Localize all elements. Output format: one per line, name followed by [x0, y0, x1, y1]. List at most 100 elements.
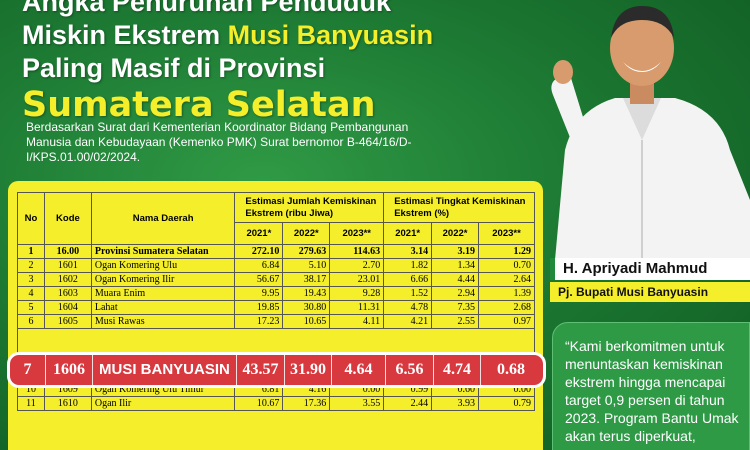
headline-province: Sumatera Selatan	[22, 85, 376, 125]
header-nama-daerah: Nama Daerah	[90, 192, 236, 245]
cell-value: 56.67	[234, 272, 284, 287]
headline-line-2: Miskin Ekstrem Musi Banyuasin	[22, 19, 542, 52]
highlight-nama: MUSI BANYUASIN	[93, 355, 237, 385]
highlight-kode: 1606	[46, 355, 93, 385]
highlight-value: 31.90	[285, 355, 332, 385]
header-jumlah-group: Estimasi Jumlah Kemiskinan Ekstrem (ribu…	[234, 192, 385, 223]
cell-value: 114.63	[329, 244, 385, 259]
cell-value: 17.23	[234, 314, 284, 329]
cell-value: 279.63	[282, 244, 331, 259]
header-year: 2021*	[234, 222, 284, 245]
highlight-row-musi-banyuasin: 7 1606 MUSI BANYUASIN 43.57 31.90 4.64 6…	[7, 352, 546, 388]
cell-value: 5.10	[282, 258, 331, 273]
cell-no: 1	[17, 244, 45, 259]
cell-value: 2.55	[431, 314, 480, 329]
cell-value: 1.52	[383, 286, 433, 301]
cell-no: 3	[17, 272, 45, 287]
table-row: 6 1605 Musi Rawas 17.23 10.65 4.11 4.21 2.55 0.9…	[17, 314, 535, 329]
highlight-value: 4.64	[332, 355, 386, 385]
official-name: H. Apriyadi Mahmud	[550, 258, 750, 280]
cell-no: 11	[17, 396, 45, 411]
cell-nama-daerah: Ogan Komering Ulu	[90, 258, 236, 273]
header-year: 2023**	[478, 222, 535, 245]
headline-line-1: Angka Penurunan Penduduk	[22, 0, 392, 17]
header-no: No	[17, 192, 45, 245]
cell-no: 4	[17, 286, 45, 301]
cell-kode: 16.00	[43, 244, 92, 259]
cell-no: 6	[17, 314, 45, 329]
table-row: 11 1610 Ogan Ilir 10.67 17.36 3.55 2.44 3.93 0.7…	[17, 396, 535, 411]
header-year: 2023**	[329, 222, 385, 245]
header-year: 2022*	[431, 222, 480, 245]
spacer-cell	[17, 328, 535, 355]
cell-nama-daerah: Ogan Ilir	[90, 396, 236, 411]
cell-value: 2.68	[478, 300, 535, 315]
cell-value: 2.70	[329, 258, 385, 273]
cell-value: 23.01	[329, 272, 385, 287]
cell-no: 5	[17, 300, 45, 315]
cell-value: 272.10	[234, 244, 284, 259]
cell-value: 2.44	[383, 396, 433, 411]
cell-value: 11.31	[329, 300, 385, 315]
cell-value: 38.17	[282, 272, 331, 287]
table-row: 5 1604 Lahat 19.85 30.80 11.31 4.78 7.35 2.68	[17, 300, 535, 315]
header-kode: Kode	[43, 192, 92, 245]
cell-value: 6.84	[234, 258, 284, 273]
header-year: 2021*	[383, 222, 433, 245]
cell-kode: 1603	[43, 286, 92, 301]
cell-value: 1.29	[478, 244, 535, 259]
cell-value: 9.28	[329, 286, 385, 301]
cell-value: 19.43	[282, 286, 331, 301]
cell-nama-daerah: Ogan Komering Ilir	[90, 272, 236, 287]
cell-value: 2.94	[431, 286, 480, 301]
headline-line-2-text: Miskin Ekstrem	[22, 20, 228, 50]
cell-kode: 1602	[43, 272, 92, 287]
cell-value: 10.67	[234, 396, 284, 411]
cell-value: 6.66	[383, 272, 433, 287]
cell-value: 3.14	[383, 244, 433, 259]
cell-value: 7.35	[431, 300, 480, 315]
headline-line-3: Paling Masif di Provinsi	[22, 53, 326, 83]
header-year: 2022*	[282, 222, 331, 245]
highlight-value: 6.56	[386, 355, 434, 385]
cell-value: 17.36	[282, 396, 331, 411]
source-note: Berdasarkan Surat dari Kementerian Koord…	[26, 120, 412, 164]
cell-nama-daerah: Lahat	[90, 300, 236, 315]
cell-kode: 1604	[43, 300, 92, 315]
official-title: Pj. Bupati Musi Banyuasin	[550, 282, 750, 302]
cell-value: 0.79	[478, 396, 535, 411]
cell-value: 19.85	[234, 300, 284, 315]
headline: Angka Penurunan Penduduk Miskin Ekstrem …	[22, 0, 542, 125]
cell-value: 1.82	[383, 258, 433, 273]
headline-region-name: Musi Banyuasin	[227, 20, 434, 50]
poverty-table-panel: No Kode Nama Daerah Estimasi Jumlah Kemi…	[8, 181, 543, 450]
cell-value: 1.39	[478, 286, 535, 301]
cell-value: 0.70	[478, 258, 535, 273]
cell-value: 4.21	[383, 314, 433, 329]
highlight-value: 4.74	[434, 355, 481, 385]
cell-nama-daerah: Provinsi Sumatera Selatan	[90, 244, 236, 259]
header-tingkat-group: Estimasi Tingkat Kemiskinan Ekstrem (%)	[383, 192, 535, 223]
cell-value: 4.44	[431, 272, 480, 287]
official-portrait	[535, 0, 750, 260]
table-row: 3 1602 Ogan Komering Ilir 56.67 38.17 23.01 6.…	[17, 272, 535, 287]
highlight-row-spacer	[17, 328, 535, 355]
cell-value: 4.78	[383, 300, 433, 315]
cell-value: 9.95	[234, 286, 284, 301]
cell-value: 3.93	[431, 396, 480, 411]
highlight-no: 7	[10, 355, 46, 385]
cell-kode: 1601	[43, 258, 92, 273]
cell-value: 2.64	[478, 272, 535, 287]
highlight-value: 43.57	[237, 355, 285, 385]
highlight-value: 0.68	[497, 361, 525, 378]
cell-value: 10.65	[282, 314, 331, 329]
cell-value: 30.80	[282, 300, 331, 315]
cell-value: 3.55	[329, 396, 385, 411]
cell-value: 4.11	[329, 314, 385, 329]
cell-no: 2	[17, 258, 45, 273]
table-row: 2 1601 Ogan Komering Ulu 6.84 5.10 2.70 1.82 1.…	[17, 258, 535, 273]
cell-kode: 1605	[43, 314, 92, 329]
cell-value: 1.34	[431, 258, 480, 273]
official-quote: “Kami berkomitmen untuk menuntaskan kemi…	[552, 322, 750, 450]
table-row: 1 16.00 Provinsi Sumatera Selatan 272.10 279…	[17, 244, 535, 259]
